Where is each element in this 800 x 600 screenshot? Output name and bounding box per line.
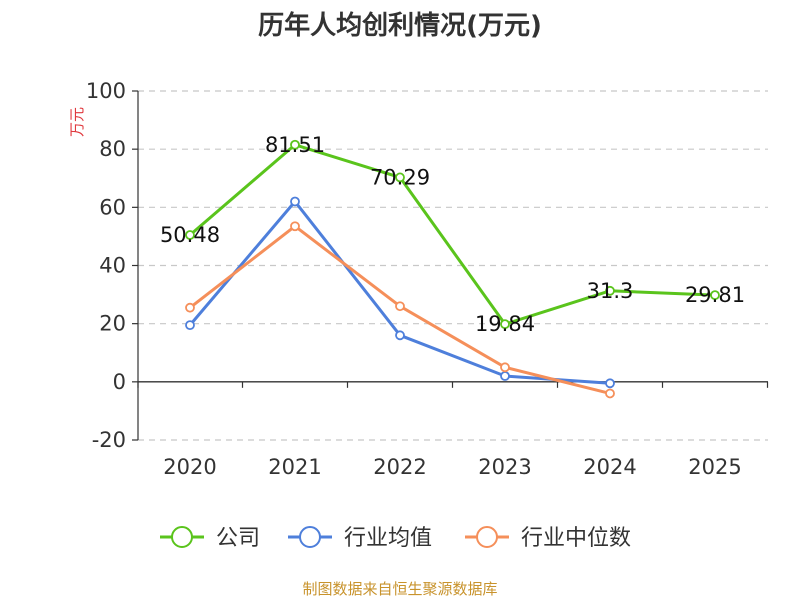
series-lines: [185, 139, 720, 399]
data-label: 29.81: [685, 283, 745, 307]
y-axis-unit: 万元: [68, 107, 86, 137]
y-tick-label: 100: [86, 79, 126, 103]
data-point[interactable]: [710, 290, 720, 301]
axes: -20 0 20 40 60 80 100 2020 2021 2022 2023 2024 2025: [86, 79, 769, 479]
series-line-1: [188, 200, 611, 385]
data-point[interactable]: [395, 330, 405, 341]
legend-label: 公司: [216, 526, 260, 551]
legend-label: 行业均值: [344, 526, 432, 551]
data-point[interactable]: [185, 302, 195, 313]
x-tick-label: 2023: [478, 455, 531, 479]
chart-title: 历年人均创利情况(万元): [258, 10, 542, 41]
data-point[interactable]: [185, 230, 195, 240]
data-point[interactable]: [605, 388, 615, 399]
data-point[interactable]: [290, 221, 300, 232]
legend-item-2[interactable]: 行业中位数: [465, 526, 631, 551]
y-tick-label: 40: [99, 254, 126, 278]
y-tick-label: 60: [99, 195, 126, 219]
legend-swatch-marker: [299, 526, 321, 548]
data-point[interactable]: [500, 371, 510, 381]
x-tick-label: 2021: [268, 455, 321, 479]
data-label: 50.48: [160, 223, 220, 247]
data-point[interactable]: [605, 285, 615, 296]
data-labels: 50.48 81.51 70.29 19.84 31.3 29.81: [160, 133, 745, 336]
x-tick-label: 2022: [373, 455, 426, 479]
data-point[interactable]: [185, 320, 195, 331]
data-label: 70.29: [370, 165, 430, 189]
y-tick-label: 20: [99, 312, 126, 336]
x-tick-label: 2025: [688, 455, 741, 479]
legend-swatch-marker: [476, 526, 498, 548]
data-label: 81.51: [265, 133, 325, 157]
legend-item-1[interactable]: 行业均值: [288, 526, 432, 551]
source-note: 制图数据来自恒生聚源数据库: [302, 580, 497, 598]
data-point[interactable]: [395, 301, 405, 312]
legend-label: 行业中位数: [521, 526, 631, 551]
legend[interactable]: 公司 行业均值 行业中位数: [160, 526, 631, 551]
data-label: 31.3: [587, 279, 634, 303]
legend-item-0[interactable]: 公司: [160, 526, 260, 551]
x-tick-label: 2024: [583, 455, 636, 479]
y-tick-label: -20: [92, 428, 126, 452]
data-point[interactable]: [500, 362, 510, 373]
data-point[interactable]: [605, 378, 615, 389]
data-label: 19.84: [475, 312, 535, 336]
x-tick-label: 2020: [163, 455, 216, 479]
series-line-0: [189, 143, 716, 326]
data-point[interactable]: [500, 319, 510, 330]
data-point[interactable]: [395, 172, 405, 183]
y-tick-label: 80: [99, 137, 126, 161]
legend-swatch-marker: [171, 526, 193, 548]
data-point[interactable]: [290, 196, 300, 207]
y-tick-label: 0: [113, 370, 126, 394]
data-point[interactable]: [290, 139, 300, 150]
